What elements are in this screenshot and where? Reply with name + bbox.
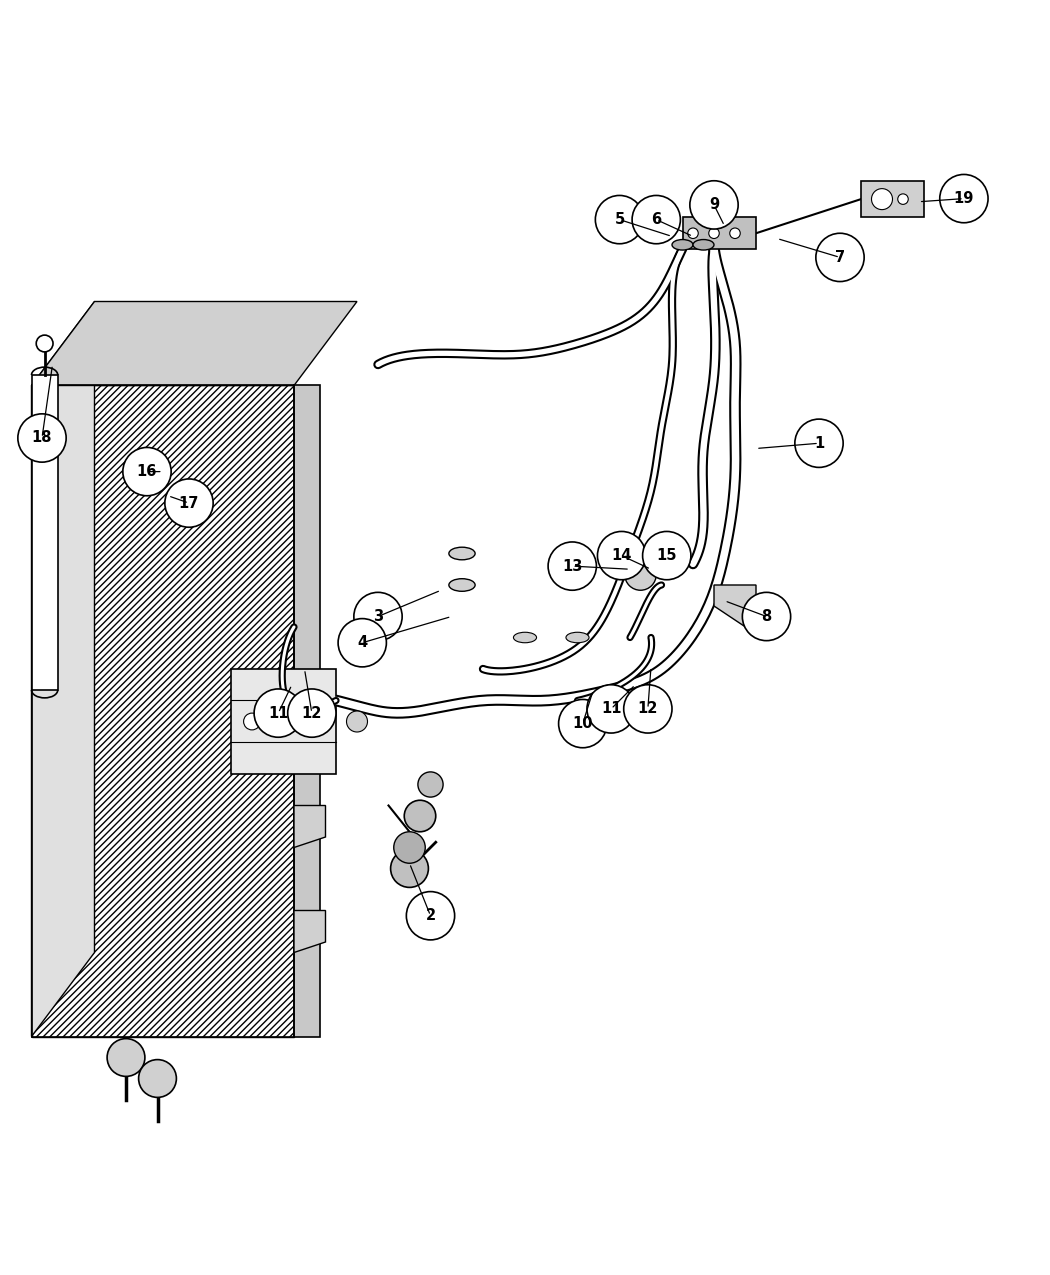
Circle shape bbox=[595, 195, 644, 244]
Circle shape bbox=[625, 558, 656, 590]
Circle shape bbox=[139, 1060, 176, 1098]
Text: 5: 5 bbox=[614, 212, 625, 227]
Text: 11: 11 bbox=[601, 701, 622, 717]
Circle shape bbox=[288, 688, 336, 737]
Circle shape bbox=[587, 685, 635, 733]
Text: 6: 6 bbox=[651, 212, 662, 227]
Text: 9: 9 bbox=[709, 198, 719, 213]
Text: 12: 12 bbox=[301, 705, 322, 720]
Text: 15: 15 bbox=[656, 548, 677, 564]
Circle shape bbox=[36, 335, 52, 352]
Circle shape bbox=[254, 688, 302, 737]
Text: 2: 2 bbox=[425, 908, 436, 923]
Polygon shape bbox=[294, 700, 325, 742]
Circle shape bbox=[709, 228, 719, 238]
Circle shape bbox=[940, 175, 988, 223]
Circle shape bbox=[688, 228, 698, 238]
Text: 1: 1 bbox=[814, 436, 824, 451]
Circle shape bbox=[643, 532, 691, 580]
Circle shape bbox=[404, 801, 436, 831]
Text: 18: 18 bbox=[32, 431, 52, 445]
Text: 10: 10 bbox=[572, 717, 593, 731]
Circle shape bbox=[730, 228, 740, 238]
Ellipse shape bbox=[449, 579, 475, 592]
Ellipse shape bbox=[566, 632, 589, 643]
Circle shape bbox=[338, 618, 386, 667]
Polygon shape bbox=[682, 218, 756, 249]
Circle shape bbox=[559, 700, 607, 747]
Text: 16: 16 bbox=[136, 464, 158, 479]
Polygon shape bbox=[231, 669, 336, 774]
Text: 4: 4 bbox=[357, 635, 367, 650]
Ellipse shape bbox=[693, 240, 714, 250]
Circle shape bbox=[690, 181, 738, 230]
Circle shape bbox=[354, 593, 402, 640]
Polygon shape bbox=[294, 385, 320, 1037]
Circle shape bbox=[898, 194, 908, 204]
Polygon shape bbox=[32, 375, 58, 690]
Circle shape bbox=[165, 479, 213, 528]
Circle shape bbox=[742, 593, 791, 640]
Ellipse shape bbox=[513, 632, 537, 643]
Text: 8: 8 bbox=[761, 609, 772, 623]
Circle shape bbox=[394, 831, 425, 863]
Circle shape bbox=[107, 1039, 145, 1076]
Circle shape bbox=[406, 891, 455, 940]
Ellipse shape bbox=[449, 547, 475, 560]
Polygon shape bbox=[714, 585, 756, 627]
Text: 13: 13 bbox=[562, 558, 583, 574]
Circle shape bbox=[872, 189, 892, 209]
Circle shape bbox=[418, 771, 443, 797]
Text: 11: 11 bbox=[268, 705, 289, 720]
Circle shape bbox=[795, 419, 843, 468]
Polygon shape bbox=[294, 910, 325, 952]
Circle shape bbox=[632, 195, 680, 244]
Circle shape bbox=[123, 448, 171, 496]
Polygon shape bbox=[294, 806, 325, 848]
Circle shape bbox=[624, 685, 672, 733]
Polygon shape bbox=[32, 301, 94, 1037]
Text: 14: 14 bbox=[611, 548, 632, 564]
Circle shape bbox=[391, 849, 428, 887]
Circle shape bbox=[244, 713, 260, 729]
Text: 19: 19 bbox=[953, 191, 974, 207]
Polygon shape bbox=[861, 181, 924, 218]
Text: 17: 17 bbox=[178, 496, 200, 510]
Circle shape bbox=[548, 542, 596, 590]
Text: 7: 7 bbox=[835, 250, 845, 265]
Text: 3: 3 bbox=[373, 609, 383, 623]
Ellipse shape bbox=[672, 240, 693, 250]
Circle shape bbox=[307, 713, 323, 729]
Polygon shape bbox=[32, 301, 357, 385]
Circle shape bbox=[346, 711, 367, 732]
Circle shape bbox=[18, 414, 66, 462]
Circle shape bbox=[597, 532, 646, 580]
Circle shape bbox=[816, 233, 864, 282]
Text: 12: 12 bbox=[637, 701, 658, 717]
